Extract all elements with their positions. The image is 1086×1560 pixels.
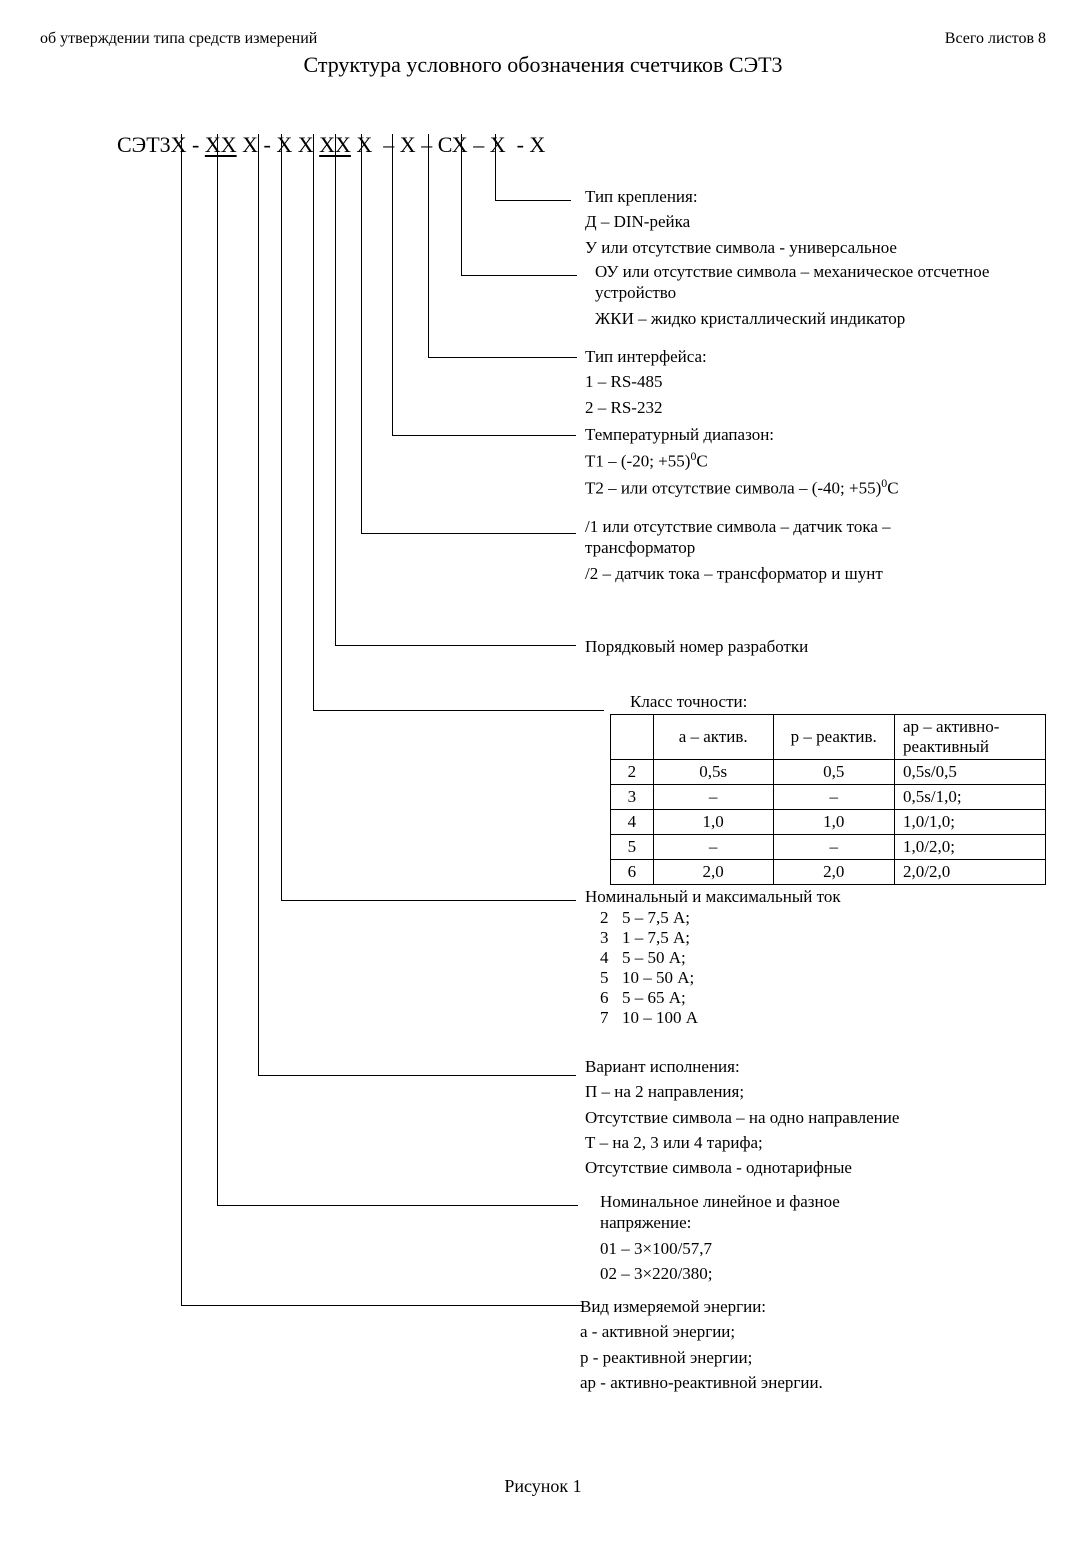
- accuracy-table: а – актив.р – реактив.ар – активно-реакт…: [610, 714, 1046, 885]
- figure-caption: Рисунок 1: [40, 1476, 1046, 1497]
- page-title: Структура условного обозначения счетчико…: [40, 52, 1046, 78]
- connector-line: [428, 134, 429, 358]
- designation-code: СЭТ3Х - ХХ Х - Х Х ХХ Х – Х – СХ – Х - Х: [95, 106, 545, 184]
- block-dev-number: Порядковый номер разработки: [585, 636, 808, 661]
- header-right: Всего листов 8: [945, 30, 1046, 48]
- accuracy-title: Класс точности:: [630, 691, 747, 716]
- nominal-list: 25 – 7,5 А;31 – 7,5 А;45 – 50 А;510 – 50…: [600, 908, 698, 1028]
- connector-line: [361, 134, 362, 534]
- block-variant: Вариант исполнения: П – на 2 направления…: [585, 1056, 899, 1182]
- block-current-sensor: /1 или отсутствие символа – датчик тока …: [585, 516, 1005, 588]
- connector-line: [217, 134, 218, 1206]
- block-temperature-range: Температурный диапазон: Т1 – (-20; +55)0…: [585, 424, 899, 503]
- connector-line: [461, 134, 462, 276]
- block-display-type: ОУ или отсутствие символа – механическое…: [595, 261, 1025, 333]
- connector-line: [313, 134, 314, 711]
- connector-line: [392, 134, 393, 436]
- connector-line: [281, 134, 282, 901]
- connector-line: [181, 134, 182, 1306]
- connector-line: [495, 134, 496, 201]
- header-left: об утверждении типа средств измерений: [40, 30, 317, 48]
- designation-diagram: СЭТ3Х - ХХ Х - Х Х ХХ Х – Х – СХ – Х - Х…: [40, 106, 1046, 1466]
- block-energy-type: Вид измеряемой энергии: а - активной эне…: [580, 1296, 823, 1397]
- block-interface-type: Тип интерфейса: 1 – RS-485 2 – RS-232: [585, 346, 707, 422]
- block-mount-type: Тип крепления: Д – DIN-рейка У или отсут…: [585, 186, 897, 262]
- connector-line: [258, 134, 259, 1076]
- block-voltage: Номинальное линейное и фазное напряжение…: [600, 1191, 860, 1288]
- connector-line: [335, 134, 336, 646]
